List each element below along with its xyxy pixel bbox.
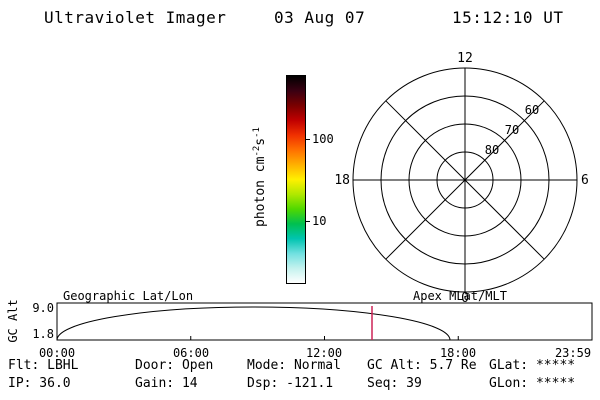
app-title: Ultraviolet Imager bbox=[44, 8, 227, 27]
colorbar-tick-100 bbox=[305, 139, 310, 140]
colorbar-gradient bbox=[286, 75, 306, 284]
mlat-label-70: 70 bbox=[505, 123, 519, 137]
colorbar-axis-label: photon cm-2s-1 bbox=[252, 127, 268, 227]
header-time: 15:12:10 UT bbox=[452, 8, 564, 27]
polar-grid bbox=[352, 67, 578, 293]
mlt-label-18: 18 bbox=[335, 173, 350, 188]
x-tick-label-2359: 23:59 bbox=[554, 346, 592, 360]
spoke-diagonal-ne-sw bbox=[385, 100, 545, 260]
status-ip: IP: 36.0 bbox=[8, 376, 71, 391]
header-date: 03 Aug 07 bbox=[274, 8, 366, 27]
orbit-plot-ticks bbox=[190, 336, 459, 340]
status-gc-alt: GC Alt: 5.7 Re bbox=[367, 358, 477, 373]
x-tick-label-1200: 12:00 bbox=[305, 346, 343, 360]
timeline-title-right: Apex MLat/MLT bbox=[413, 289, 507, 303]
x-tick-label-0000: 00:00 bbox=[38, 346, 76, 360]
mlt-label-0: 0 bbox=[461, 291, 469, 305]
orbit-plot-frame bbox=[56, 302, 593, 341]
status-flight: Flt: LBHL bbox=[8, 358, 79, 373]
mlt-label-6: 6 bbox=[581, 173, 589, 188]
status-mode: Mode: Normal bbox=[247, 358, 341, 373]
colorbar-tick-10 bbox=[305, 221, 310, 222]
status-dsp: Dsp: -121.1 bbox=[247, 376, 334, 391]
timeline-y-max: 9.0 bbox=[32, 301, 54, 315]
colorbar-tick-label-10: 10 bbox=[312, 214, 327, 228]
polar-plot: 12 0 18 6 60 70 80 bbox=[335, 51, 589, 305]
colorbar-label-exp2: -2 bbox=[251, 145, 262, 157]
status-door: Door: Open bbox=[135, 358, 214, 373]
colorbar-label-main: photon cm bbox=[253, 156, 269, 227]
timeline-title-left: Geographic Lat/Lon bbox=[63, 289, 194, 303]
colorbar-label-mid: s bbox=[253, 137, 269, 146]
timeline-y-min: 1.8 bbox=[32, 327, 54, 341]
orbit-plot bbox=[56, 302, 593, 341]
polar-labels: 12 0 18 6 60 70 80 bbox=[335, 51, 589, 305]
x-tick-label-1800: 18:00 bbox=[439, 346, 477, 360]
colorbar-tick-label-100: 100 bbox=[312, 132, 334, 146]
x-tick-label-0600: 06:00 bbox=[172, 346, 210, 360]
colorbar-label-exp1: -1 bbox=[251, 127, 262, 138]
status-glat: GLat: ***** bbox=[489, 358, 576, 373]
mlat-label-60: 60 bbox=[525, 103, 539, 117]
mlt-label-12: 12 bbox=[457, 51, 473, 66]
mlat-label-80: 80 bbox=[485, 143, 499, 157]
status-gain: Gain: 14 bbox=[135, 376, 198, 391]
status-seq: Seq: 39 bbox=[367, 376, 422, 391]
status-glon: GLon: ***** bbox=[489, 376, 576, 391]
altitude-curve bbox=[56, 306, 591, 341]
